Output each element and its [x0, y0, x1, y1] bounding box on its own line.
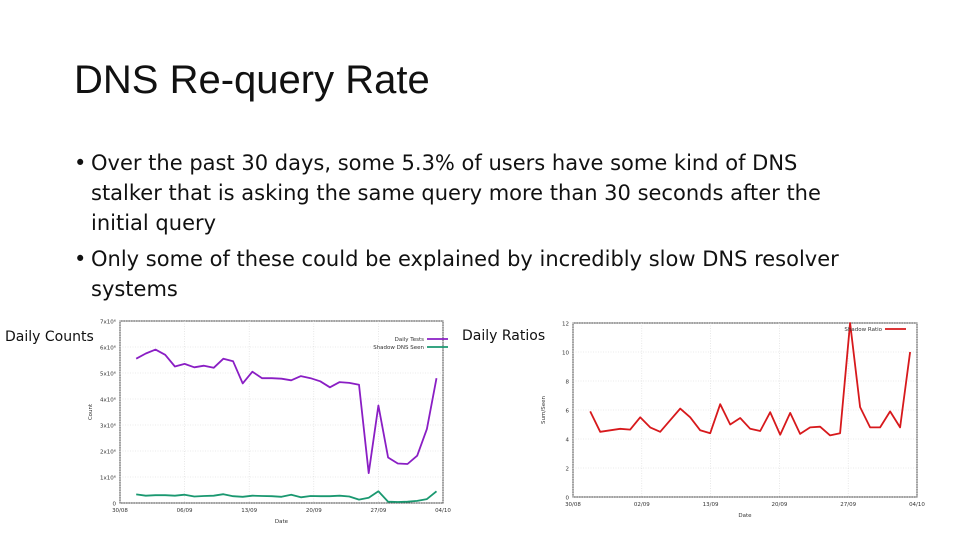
y-tick-label: 5x10⁶	[100, 371, 117, 378]
y-tick-label: 6	[566, 409, 570, 415]
y-tick-label: 4	[566, 438, 570, 444]
y-axis-label: Sum/Seen	[541, 396, 547, 424]
y-tick-label: 2x10⁶	[100, 449, 117, 456]
series-line-shadow-ratio	[589, 322, 911, 437]
slide-title: DNS Re-query Rate	[74, 58, 430, 102]
y-tick-label: 3x10⁶	[100, 423, 117, 430]
y-tick-label: 12	[562, 322, 569, 328]
x-tick-label: 27/09	[840, 502, 856, 508]
bullet-list: Over the past 30 days, some 5.3% of user…	[74, 148, 874, 310]
y-tick-label: 0	[566, 496, 570, 502]
x-axis-label: Date	[275, 519, 289, 525]
plot-frame	[572, 322, 918, 498]
bullet-item: Over the past 30 days, some 5.3% of user…	[74, 148, 874, 238]
y-tick-label: 2	[566, 467, 570, 473]
series-line-daily-tests	[135, 348, 438, 475]
x-tick-label: 02/09	[634, 502, 650, 508]
x-tick-label: 30/08	[112, 508, 128, 514]
y-tick-label: 4x10⁶	[100, 397, 117, 404]
bullet-item: Only some of these could be explained by…	[74, 244, 874, 304]
x-tick-label: 13/09	[241, 508, 257, 514]
daily-counts-label: Daily Counts	[5, 329, 94, 345]
bullet-text: Over the past 30 days, some 5.3% of user…	[91, 151, 821, 235]
y-tick-label: 7x10⁶	[100, 319, 117, 326]
x-tick-label: 20/09	[306, 508, 322, 514]
x-tick-label: 20/09	[771, 502, 787, 508]
bullet-text: Only some of these could be explained by…	[91, 247, 839, 301]
legend-label: Shadow DNS Seen	[373, 345, 424, 351]
x-tick-label: 30/08	[565, 502, 581, 508]
daily-counts-chart: 0 1x10⁶ 2x10⁶ 3x10⁶ 4x10⁶ 5x10⁶ 6x10⁶ 7x10⁶ 30/0…	[88, 319, 451, 526]
x-axis-label: Date	[738, 513, 752, 519]
x-tick-label: 04/10	[909, 502, 925, 508]
daily-ratios-label: Daily Ratios	[462, 328, 546, 344]
x-tick-label: 04/10	[435, 508, 451, 514]
y-tick-label: 0	[113, 502, 117, 508]
daily-ratios-chart: 0 2 4 6 8 10 12 30/08 02/09 13/09 20/09 27/09 04/10 D…	[541, 322, 925, 520]
x-tick-label: 06/09	[177, 508, 193, 514]
y-tick-label: 6x10⁶	[100, 345, 117, 352]
series-line-shadow-dns-seen	[136, 490, 438, 503]
legend-label: Daily Tests	[395, 337, 424, 343]
x-tick-label: 13/09	[703, 502, 719, 508]
y-axis-label: Count	[88, 403, 94, 420]
legend-label: Shadow Ratio	[844, 327, 882, 333]
x-tick-label: 27/09	[370, 508, 386, 514]
y-tick-label: 8	[566, 380, 570, 386]
y-tick-label: 1x10⁶	[100, 475, 117, 482]
y-tick-label: 10	[562, 351, 569, 357]
